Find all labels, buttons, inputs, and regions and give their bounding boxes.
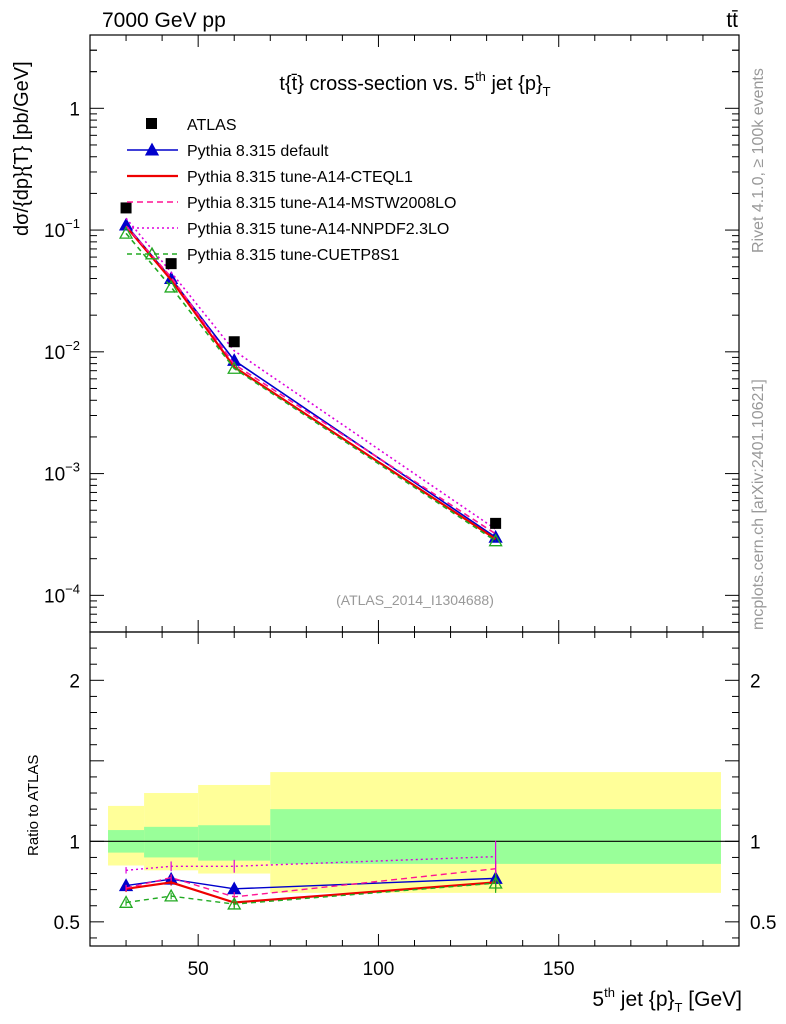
rivet-version-label: Rivet 4.1.0, ≥ 100k events bbox=[750, 68, 767, 253]
series-marker bbox=[118, 217, 134, 231]
x-tick-label: 50 bbox=[188, 959, 209, 980]
y-tick-label: 10−4 bbox=[44, 581, 80, 607]
ratio-marker bbox=[227, 896, 242, 910]
x-tick-label: 100 bbox=[363, 959, 395, 980]
series-line bbox=[125, 225, 497, 535]
energy-label: 7000 GeV pp bbox=[102, 9, 226, 32]
ratio-line bbox=[125, 882, 496, 905]
ratio-series bbox=[118, 840, 503, 910]
ratio-tick-label-right: 1 bbox=[750, 832, 761, 853]
series-line bbox=[125, 232, 497, 542]
ratio-tick-label-right: 0.5 bbox=[750, 913, 776, 934]
ratio-tick-label: 2 bbox=[69, 671, 80, 692]
ratio-marker bbox=[164, 888, 179, 902]
ratio-marker bbox=[488, 875, 503, 889]
series-marker bbox=[118, 226, 134, 239]
axis-ticks: 50 100 150 1 10−1 10−2 10−3 10−4 0.5 0.5 1 1 2 2 bbox=[44, 34, 776, 980]
series-marker bbox=[164, 279, 179, 293]
legend-label: Pythia 8.315 tune-A14-CTEQL1 bbox=[187, 169, 413, 186]
ratio-tick-label: 0.5 bbox=[54, 913, 80, 934]
legend-marker bbox=[144, 246, 160, 260]
series-marker bbox=[227, 361, 242, 374]
ratio-tick-label: 1 bbox=[69, 832, 80, 853]
legend-marker bbox=[144, 142, 160, 156]
stat-uncertainty-band bbox=[198, 825, 271, 861]
y-tick-label: 10−2 bbox=[44, 338, 80, 364]
y-tick-label: 10−1 bbox=[44, 216, 80, 242]
analysis-tag: (ATLAS_2014_I1304688) bbox=[336, 592, 494, 608]
chart-title: t{t̄} cross-section vs. 5th jet {p}T bbox=[279, 69, 550, 99]
y-tick-label: 1 bbox=[69, 99, 80, 120]
x-tick-label: 150 bbox=[543, 959, 575, 980]
mcplots-label: mcplots.cern.ch [arXiv:2401.10621] bbox=[750, 379, 767, 630]
data-point bbox=[120, 202, 132, 214]
y-axis-label: dσ/{dp}{T} [pb/GeV] bbox=[11, 61, 33, 236]
legend-label: ATLAS bbox=[187, 117, 237, 134]
data-point bbox=[490, 517, 502, 529]
legend-label: Pythia 8.315 default bbox=[187, 143, 329, 160]
ratio-line bbox=[125, 855, 496, 872]
ratio-line bbox=[125, 868, 496, 898]
y-tick-label: 10−3 bbox=[44, 460, 80, 486]
stat-uncertainty-band bbox=[144, 826, 199, 858]
main-series bbox=[118, 217, 503, 547]
x-axis-label: 5th jet {p}T [GeV] bbox=[592, 985, 742, 1015]
legend-label: Pythia 8.315 tune-A14-MSTW2008LO bbox=[187, 195, 456, 212]
atlas-data-points bbox=[120, 202, 502, 529]
series-line bbox=[125, 224, 497, 538]
ratio-panel-frame bbox=[89, 631, 740, 947]
series-marker bbox=[488, 533, 503, 547]
legend-label: Pythia 8.315 tune-CUETP8S1 bbox=[187, 247, 400, 264]
ratio-line bbox=[125, 881, 496, 904]
data-point bbox=[228, 336, 240, 348]
legend: ATLAS Pythia 8.315 default Pythia 8.315 tu… bbox=[127, 117, 456, 264]
ratio-marker bbox=[118, 895, 134, 908]
legend-label: Pythia 8.315 tune-A14-NNPDF2.3LO bbox=[187, 221, 449, 238]
legend-data-swatch bbox=[146, 118, 157, 129]
ratio-tick-label-right: 2 bbox=[750, 671, 761, 692]
series-line bbox=[125, 217, 497, 530]
ratio-y-axis-label: Ratio to ATLAS bbox=[25, 755, 42, 856]
process-label: tt̄ bbox=[726, 9, 738, 32]
ratio-bands bbox=[90, 772, 739, 893]
data-point bbox=[165, 258, 177, 270]
